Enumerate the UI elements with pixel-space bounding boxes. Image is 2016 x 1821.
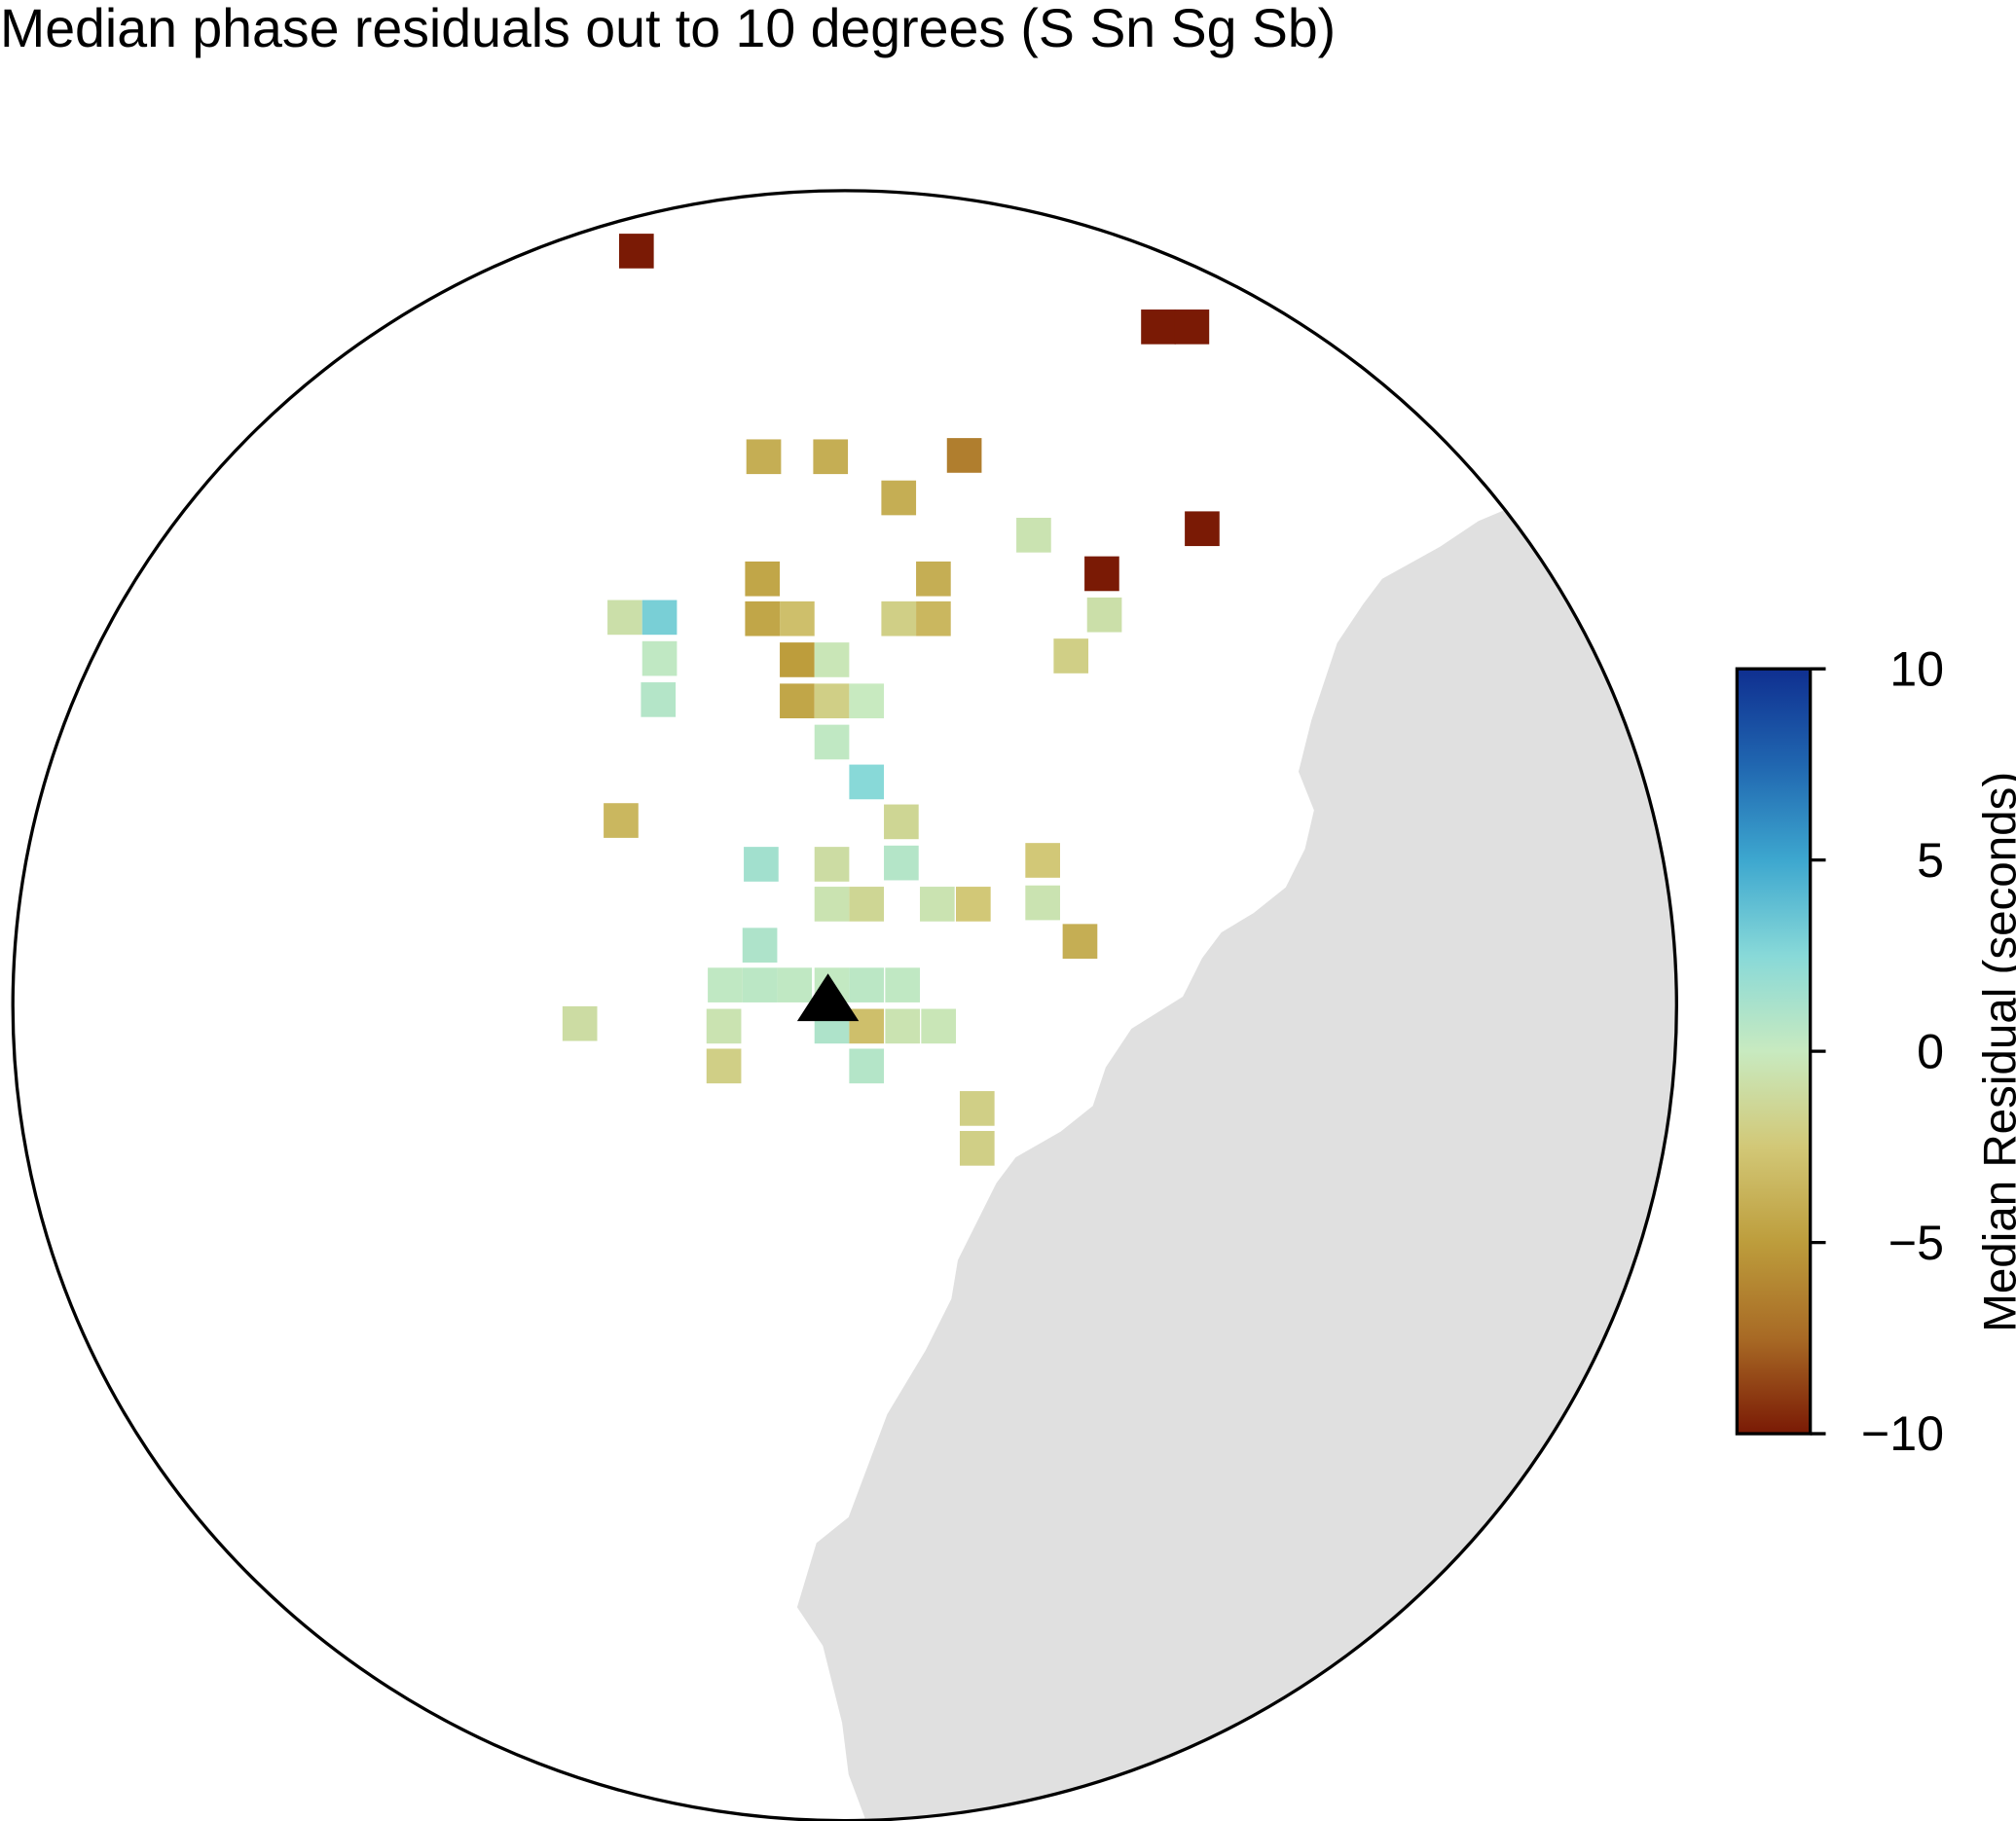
residual-cell (780, 683, 815, 719)
colorbar-tick-label: −10 (1861, 1406, 1944, 1461)
residual-cell (1025, 885, 1060, 921)
chart-title: Median phase residuals out to 10 degrees… (0, 0, 1336, 58)
residual-cell (881, 601, 917, 637)
residual-cell (881, 480, 917, 516)
residual-cell (777, 967, 813, 1002)
residual-cell (618, 234, 654, 269)
residual-cell (708, 967, 743, 1002)
residual-cell (742, 928, 778, 963)
residual-cell (1084, 556, 1119, 592)
residual-cell (562, 1005, 598, 1041)
residual-cell (814, 887, 850, 922)
residual-cell (744, 847, 779, 882)
residual-cell (706, 1048, 742, 1084)
residual-cell (959, 1091, 995, 1126)
residual-cell (849, 1048, 885, 1084)
residual-cell (1053, 638, 1089, 674)
residual-cell (1062, 924, 1098, 960)
residual-cell (706, 1008, 742, 1044)
residual-cell (1174, 310, 1210, 345)
residual-cell (959, 1131, 995, 1166)
colorbar-tick-label: −5 (1888, 1216, 1944, 1270)
residual-cell (1025, 843, 1060, 878)
residual-cell (780, 601, 815, 637)
residual-cell (956, 887, 991, 922)
residual-cell (780, 642, 815, 677)
residual-cell (885, 1008, 921, 1044)
residual-cell (607, 600, 642, 636)
residual-cell (884, 845, 919, 881)
colorbar (1735, 667, 1813, 1436)
residual-cell (813, 439, 849, 475)
colorbar-label: Median Residual (seconds) (1974, 772, 2016, 1332)
residual-cell (604, 803, 639, 838)
residual-cell (1185, 511, 1220, 547)
residual-cell (814, 683, 850, 719)
colorbar-tick-label: 10 (1889, 641, 1944, 696)
residual-cell (745, 601, 781, 637)
residual-cell (920, 887, 955, 922)
residual-cell (814, 847, 850, 882)
station-marker (796, 973, 860, 1022)
colorbar-tick-label: 5 (1917, 833, 1944, 888)
residual-cell (921, 1008, 957, 1044)
residual-cell (849, 683, 885, 719)
residual-cell (814, 724, 850, 760)
residual-cell (849, 887, 885, 922)
residual-cell (916, 601, 951, 637)
residual-cell (742, 967, 778, 1002)
colorbar-tick-label: 0 (1917, 1024, 1944, 1078)
residual-cell (641, 682, 677, 717)
residual-cell (884, 804, 919, 840)
residual-cell (1016, 517, 1051, 553)
residual-cell (849, 764, 885, 800)
residual-cell (885, 967, 921, 1002)
residual-cell (814, 642, 850, 677)
residual-cell (916, 561, 951, 597)
residual-cell (641, 640, 678, 676)
residual-cell (1086, 597, 1122, 633)
land (796, 385, 1677, 1821)
residual-cell (849, 967, 885, 1002)
residual-cell (641, 600, 678, 636)
residual-cell (745, 561, 781, 597)
residual-cell (1141, 310, 1176, 345)
residual-cell (746, 439, 782, 475)
residual-cell (849, 1008, 885, 1044)
residual-cell (946, 438, 982, 473)
